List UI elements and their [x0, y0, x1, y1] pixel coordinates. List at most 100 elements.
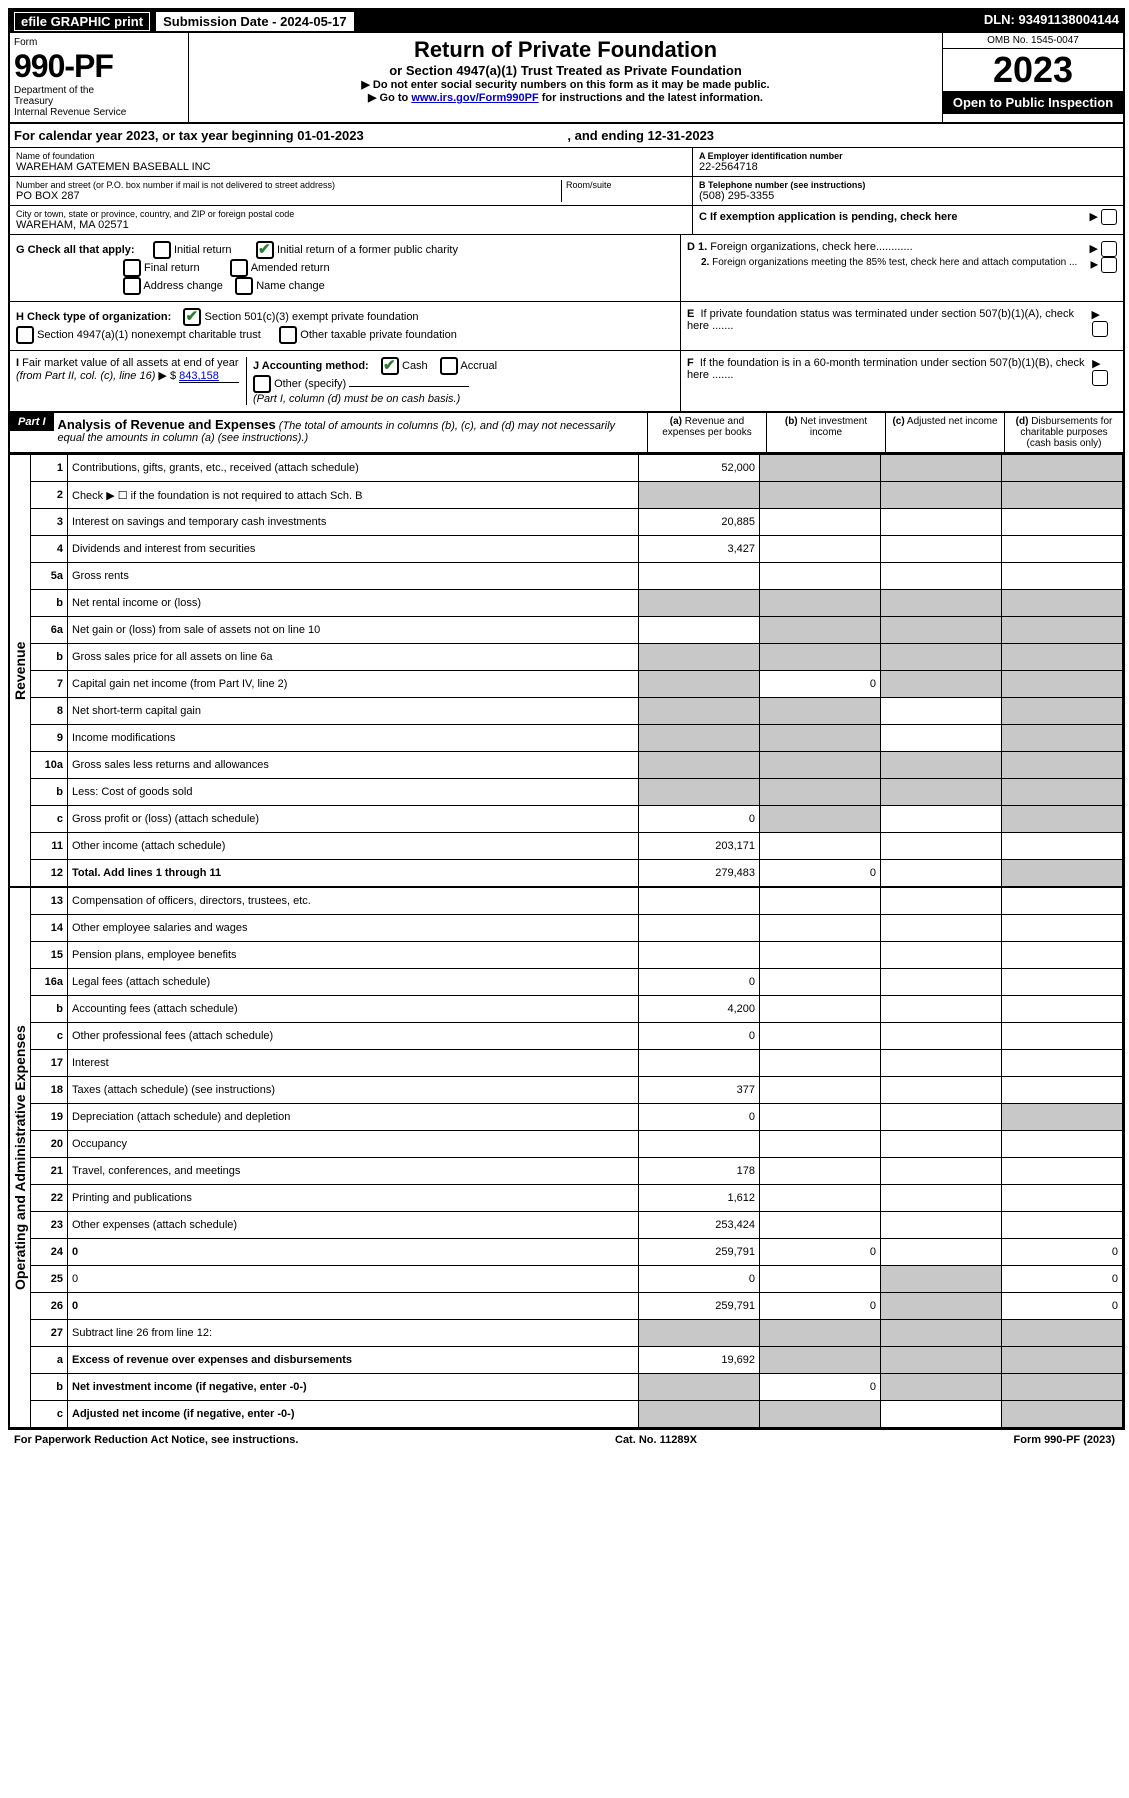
cal-mid: , and ending	[567, 128, 647, 143]
table-row: aExcess of revenue over expenses and dis…	[31, 1347, 1123, 1374]
h2-checkbox[interactable]	[16, 326, 34, 344]
omb-number: OMB No. 1545-0047	[943, 33, 1123, 49]
col-b-head: (b) Net investment income	[766, 413, 885, 452]
table-row: 11Other income (attach schedule)203,171	[31, 833, 1123, 860]
g6-checkbox[interactable]	[235, 277, 253, 295]
page-footer: For Paperwork Reduction Act Notice, see …	[8, 1430, 1121, 1450]
part1-label: Part I	[10, 413, 54, 431]
e-label: E If private foundation status was termi…	[687, 308, 1092, 344]
calendar-year-row: For calendar year 2023, or tax year begi…	[10, 124, 1123, 148]
check-section-ij: I Fair market value of all assets at end…	[10, 351, 1123, 413]
table-row: bAccounting fees (attach schedule)4,200	[31, 996, 1123, 1023]
j1-checkbox[interactable]	[381, 357, 399, 375]
table-row: 4Dividends and interest from securities3…	[31, 536, 1123, 563]
form-container: efile GRAPHIC print Submission Date - 20…	[8, 8, 1125, 1430]
g3-label: Final return	[144, 262, 200, 274]
check-section-h: H Check type of organization: Section 50…	[10, 302, 1123, 351]
j2-checkbox[interactable]	[440, 357, 458, 375]
g6-label: Name change	[256, 280, 325, 292]
g5-checkbox[interactable]	[123, 277, 141, 295]
instr-2-pre: ▶ Go to	[368, 92, 411, 104]
city-label: City or town, state or province, country…	[16, 209, 686, 219]
g1-label: Initial return	[174, 244, 231, 256]
col-d-head: (d) Disbursements for charitable purpose…	[1004, 413, 1123, 452]
j3-label: Other (specify)	[274, 378, 346, 390]
table-row: cAdjusted net income (if negative, enter…	[31, 1401, 1123, 1428]
g1-checkbox[interactable]	[153, 241, 171, 259]
form-subtitle: or Section 4947(a)(1) Trust Treated as P…	[197, 63, 934, 78]
form-header: Form 990-PF Department of theTreasuryInt…	[10, 33, 1123, 124]
h3-label: Other taxable private foundation	[300, 329, 457, 341]
efile-label: efile GRAPHIC print	[14, 12, 150, 31]
table-row: cGross profit or (loss) (attach schedule…	[31, 806, 1123, 833]
table-row: 7Capital gain net income (from Part IV, …	[31, 671, 1123, 698]
h1-label: Section 501(c)(3) exempt private foundat…	[205, 311, 419, 323]
tel-label: B Telephone number (see instructions)	[699, 180, 1117, 190]
table-row: 12Total. Add lines 1 through 11279,4830	[31, 860, 1123, 887]
table-row: 16aLegal fees (attach schedule)0	[31, 969, 1123, 996]
irs-link[interactable]: www.irs.gov/Form990PF	[411, 92, 538, 104]
expenses-side-label: Operating and Administrative Expenses	[10, 887, 31, 1428]
d1-checkbox[interactable]	[1101, 241, 1117, 257]
table-row: 25000	[31, 1266, 1123, 1293]
city-value: WAREHAM, MA 02571	[16, 219, 686, 231]
table-row: 22Printing and publications1,612	[31, 1185, 1123, 1212]
fmv-value[interactable]: 843,158	[179, 370, 239, 383]
j2-label: Accrual	[460, 360, 497, 372]
h3-checkbox[interactable]	[279, 326, 297, 344]
part1-header-row: Part I Analysis of Revenue and Expenses …	[10, 413, 1123, 454]
form-number: 990-PF	[14, 48, 184, 85]
g5-label: Address change	[143, 280, 223, 292]
f-checkbox[interactable]	[1092, 370, 1108, 386]
entity-info: Name of foundation WAREHAM GATEMEN BASEB…	[10, 148, 1123, 235]
tel-value: (508) 295-3355	[699, 190, 1117, 202]
j-note: (Part I, column (d) must be on cash basi…	[253, 393, 460, 405]
e-checkbox[interactable]	[1092, 321, 1108, 337]
dept-label: Department of theTreasuryInternal Revenu…	[14, 85, 184, 118]
table-row: 18Taxes (attach schedule) (see instructi…	[31, 1077, 1123, 1104]
ein-label: A Employer identification number	[699, 151, 1117, 161]
submission-date: Submission Date - 2024-05-17	[156, 12, 354, 31]
table-row: 260259,79100	[31, 1293, 1123, 1320]
addr-label: Number and street (or P.O. box number if…	[16, 180, 561, 190]
j-label: J Accounting method:	[253, 360, 369, 372]
name-label: Name of foundation	[16, 151, 686, 161]
table-row: cOther professional fees (attach schedul…	[31, 1023, 1123, 1050]
table-row: bNet investment income (if negative, ent…	[31, 1374, 1123, 1401]
table-row: 240259,79100	[31, 1239, 1123, 1266]
table-row: 10aGross sales less returns and allowanc…	[31, 752, 1123, 779]
form-label: Form	[14, 37, 184, 48]
footer-right: Form 990-PF (2023)	[1014, 1434, 1116, 1446]
table-row: 2Check ▶ ☐ if the foundation is not requ…	[31, 482, 1123, 509]
g2-label: Initial return of a former public charit…	[277, 244, 458, 256]
g4-checkbox[interactable]	[230, 259, 248, 277]
c-checkbox[interactable]	[1101, 209, 1117, 225]
check-section-g: G Check all that apply: Initial return I…	[10, 235, 1123, 302]
j1-label: Cash	[402, 360, 428, 372]
revenue-section: Revenue 1Contributions, gifts, grants, e…	[10, 454, 1123, 887]
tax-year: 2023	[943, 49, 1123, 91]
table-row: bGross sales price for all assets on lin…	[31, 644, 1123, 671]
h1-checkbox[interactable]	[183, 308, 201, 326]
addr-value: PO BOX 287	[16, 190, 561, 202]
table-row: 19Depreciation (attach schedule) and dep…	[31, 1104, 1123, 1131]
table-row: 20Occupancy	[31, 1131, 1123, 1158]
top-bar: efile GRAPHIC print Submission Date - 20…	[10, 10, 1123, 33]
h-label: H Check type of organization:	[16, 311, 171, 323]
g3-checkbox[interactable]	[123, 259, 141, 277]
room-label: Room/suite	[566, 180, 686, 190]
j3-checkbox[interactable]	[253, 375, 271, 393]
instr-2: ▶ Go to www.irs.gov/Form990PF for instru…	[197, 91, 934, 104]
expenses-table: 13Compensation of officers, directors, t…	[31, 887, 1123, 1428]
col-a-head: (a) Revenue and expenses per books	[647, 413, 766, 452]
c-label: C If exemption application is pending, c…	[699, 211, 958, 223]
table-row: 3Interest on savings and temporary cash …	[31, 509, 1123, 536]
table-row: 27Subtract line 26 from line 12:	[31, 1320, 1123, 1347]
f-label: F If the foundation is in a 60-month ter…	[687, 357, 1092, 405]
col-c-head: (c) Adjusted net income	[885, 413, 1004, 452]
ein-value: 22-2564718	[699, 161, 1117, 173]
cal-pre: For calendar year 2023, or tax year begi…	[14, 128, 297, 143]
g2-checkbox[interactable]	[256, 241, 274, 259]
d2-checkbox[interactable]	[1101, 257, 1117, 273]
dln-label: DLN: 93491138004144	[984, 12, 1119, 31]
